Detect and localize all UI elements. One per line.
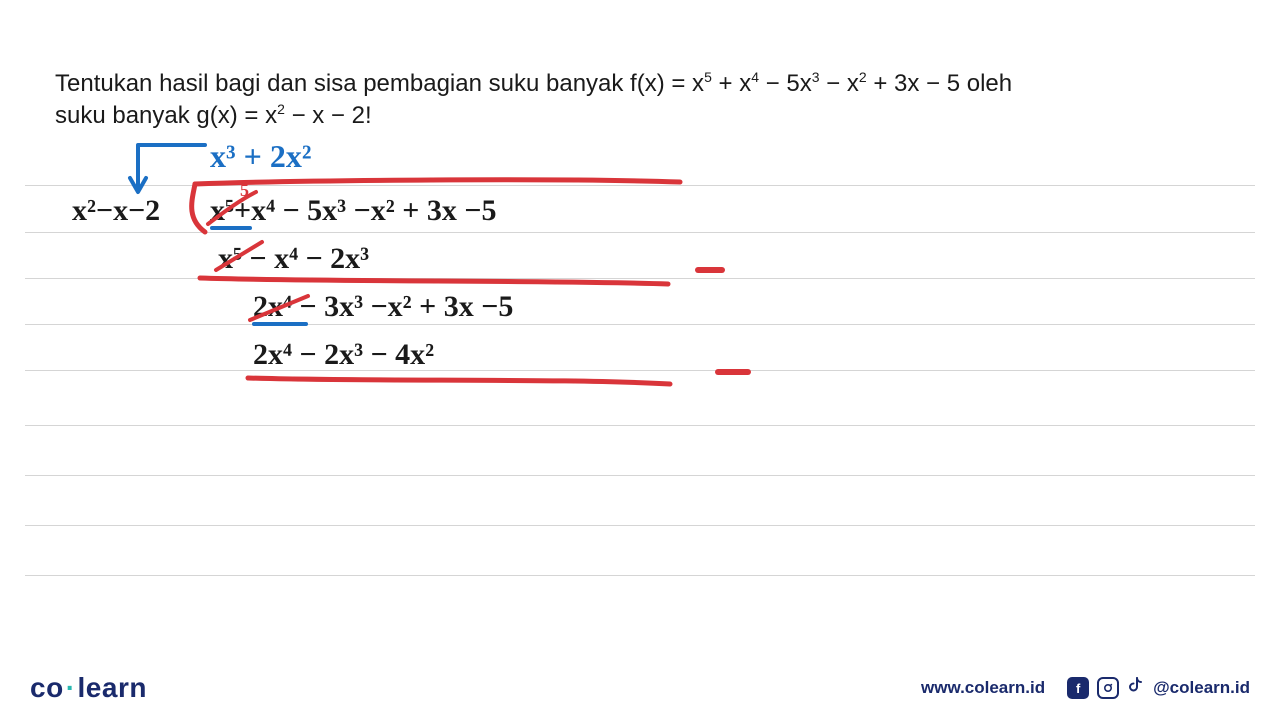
logo-co: co <box>30 672 64 703</box>
logo-learn: learn <box>78 672 147 703</box>
dividend: x⁵+x⁴ − 5x³ −x² + 3x −5 <box>210 194 496 228</box>
problem-statement: Tentukan hasil bagi dan sisa pembagian s… <box>55 68 1225 133</box>
exp2: 2 <box>859 69 867 85</box>
line1-prefix: Tentukan hasil bagi dan sisa pembagian s… <box>55 70 704 97</box>
footer: co·learn www.colearn.id f @colearn.id <box>0 656 1280 720</box>
line2-prefix: suku banyak g(x) = x <box>55 102 277 129</box>
footer-url: www.colearn.id <box>921 678 1045 698</box>
row3: 2x⁴ − 3x³ −x² + 3x −5 <box>253 290 513 324</box>
minus-5x: − 5x <box>759 70 812 97</box>
exp3: 3 <box>812 69 820 85</box>
social-group: f @colearn.id <box>1067 676 1250 701</box>
brand-logo: co·learn <box>30 672 147 704</box>
lined-paper <box>25 185 1255 640</box>
tiktok-icon <box>1127 676 1145 701</box>
g-tail: − x − 2! <box>285 102 372 129</box>
rule-line <box>25 185 1255 186</box>
row2: x⁵ − x⁴ − 2x³ <box>218 242 369 276</box>
divisor: x²−x−2 <box>72 194 160 228</box>
instagram-icon <box>1097 677 1119 699</box>
g-exp2: 2 <box>277 101 285 117</box>
social-handle: @colearn.id <box>1153 678 1250 698</box>
rule-line <box>25 425 1255 426</box>
footer-right: www.colearn.id f @colearn.id <box>921 676 1250 701</box>
rule-line <box>25 370 1255 371</box>
logo-dot: · <box>64 672 78 703</box>
rule-line <box>25 525 1255 526</box>
rule-line <box>25 575 1255 576</box>
exp4: 4 <box>751 69 759 85</box>
rule-line <box>25 475 1255 476</box>
plus-x: + x <box>712 70 751 97</box>
minus-x: − x <box>820 70 859 97</box>
rule-line <box>25 278 1255 279</box>
facebook-icon: f <box>1067 677 1089 699</box>
rule-line <box>25 324 1255 325</box>
rule-line <box>25 232 1255 233</box>
row4: 2x⁴ − 2x³ − 4x² <box>253 338 434 372</box>
exp5: 5 <box>704 69 712 85</box>
quotient: x³ + 2x² <box>210 138 311 175</box>
tail: + 3x − 5 oleh <box>867 70 1012 97</box>
